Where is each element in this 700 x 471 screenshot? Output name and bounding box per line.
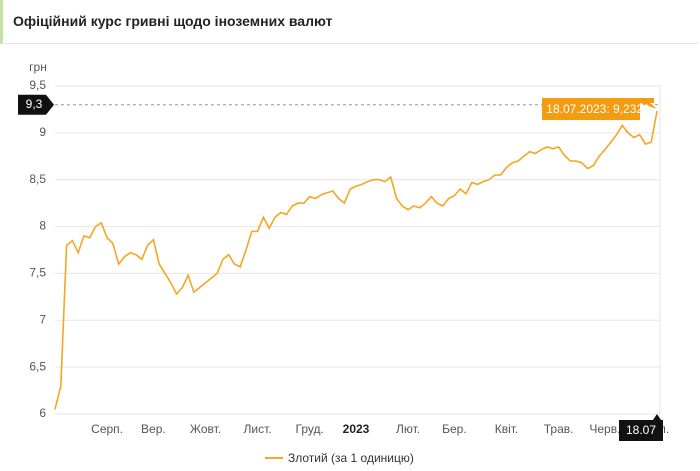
legend-label: Злотий (за 1 одиницю) — [288, 451, 414, 465]
y-tick-label: 7 — [39, 312, 46, 326]
y-tick-label: 9,5 — [29, 78, 46, 92]
y-tick-label: 9 — [39, 125, 46, 139]
y-tick-label: 8 — [39, 219, 46, 233]
tooltip-text: 18.07.2023: 9,2329 — [546, 102, 650, 116]
x-tick-label: Черв. — [589, 422, 620, 436]
crosshair-x-label: 18.07 — [626, 423, 656, 437]
header: Офіційний курс гривні щодо іноземних вал… — [0, 0, 698, 44]
crosshair-x-badge — [619, 414, 663, 441]
y-axis-label: грн — [29, 60, 47, 74]
header-title: Офіційний курс гривні щодо іноземних вал… — [13, 13, 333, 29]
x-tick-label: Квіт. — [495, 422, 519, 436]
series-line — [54, 110, 658, 410]
x-tick-label: Серп. — [91, 422, 123, 436]
x-tick-label: Лют. — [396, 422, 420, 436]
x-tick-label: Вер. — [141, 422, 166, 436]
y-tick-label: 8,5 — [29, 172, 46, 186]
x-tick-label: 2023 — [343, 422, 370, 436]
x-tick-label: Груд. — [296, 422, 324, 436]
y-tick-label: 6 — [39, 406, 46, 420]
y-tick-label: 6,5 — [29, 359, 46, 373]
crosshair-y-badge — [18, 94, 54, 115]
crosshair-y-label: 9,3 — [26, 97, 43, 111]
x-tick-label: Жовт. — [190, 422, 221, 436]
x-tick-label: Лист. — [244, 422, 272, 436]
x-tick-label: Бер. — [442, 422, 467, 436]
x-tick-label: Трав. — [544, 422, 574, 436]
tooltip-box — [542, 98, 657, 120]
y-tick-label: 7,5 — [29, 266, 46, 280]
